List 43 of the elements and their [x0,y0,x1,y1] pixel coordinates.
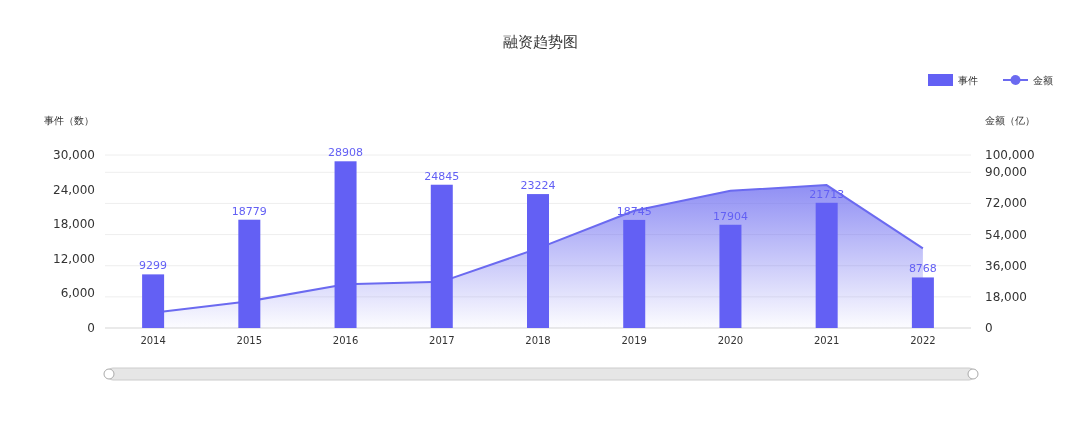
y-tick-label: 18,000 [53,217,95,232]
data-label: 23224 [520,179,556,193]
bar [430,184,453,328]
bar [815,202,838,328]
y2-tick-label: 72,000 [985,196,1027,211]
x-tick-label: 2014 [140,335,166,346]
y-tick-label: 12,000 [53,251,95,266]
y-tick-label: 6,000 [60,286,95,301]
y-tick-label: 30,000 [53,148,95,162]
data-label: 24845 [424,169,460,183]
x-tick-label: 2018 [525,335,551,346]
data-label: 8768 [908,262,937,276]
legend-label: 事件 [958,75,978,86]
x-tick-label: 2015 [236,335,263,346]
x-tick-label: 2022 [910,335,936,346]
x-tick-label: 2020 [717,335,744,346]
legend-label: 金额 [1033,75,1053,86]
data-label: 28908 [328,146,364,160]
bar [238,219,261,328]
x-tick-label: 2016 [332,335,359,346]
y2-tick-label: 18,000 [985,289,1027,304]
chart-title: 融资趋势图 [502,33,578,51]
bar [719,224,742,328]
y2-tick-label: 100,000 [985,148,1035,162]
x-tick-label: 2017 [429,335,455,346]
bar [911,277,934,328]
y2-tick-label: 54,000 [985,227,1027,242]
bar [623,219,646,328]
bar [334,161,357,328]
bar [142,274,165,328]
y2-axis-title: 金额（亿） [985,115,1035,126]
y2-tick-label: 0 [985,321,993,335]
bar [527,194,549,328]
y-tick-label: 0 [87,321,95,335]
data-label: 17904 [712,209,748,223]
data-label: 9299 [139,259,168,273]
y2-tick-label: 36,000 [985,258,1027,273]
data-label: 18779 [231,204,267,218]
y-axis-title: 事件（数） [44,115,94,126]
x-tick-label: 2019 [621,335,647,346]
y2-tick-label: 90,000 [985,165,1027,180]
y-tick-label: 24,000 [53,182,95,197]
x-tick-label: 2021 [813,335,840,346]
